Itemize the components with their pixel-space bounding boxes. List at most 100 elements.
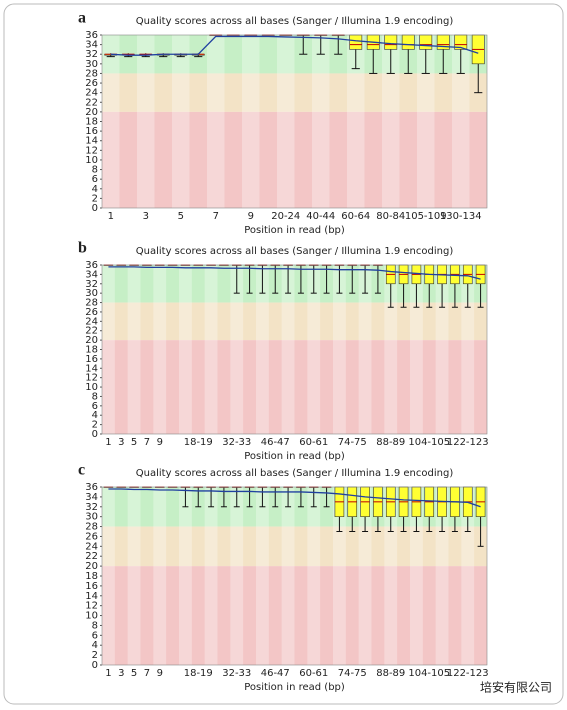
x-tick-label: 74-75 (338, 668, 367, 679)
x-tick-label: 5 (131, 668, 137, 679)
x-tick-label: 32-33 (222, 437, 251, 448)
stripe (179, 265, 192, 434)
x-tick-label: 40-44 (306, 211, 335, 222)
box (349, 34, 363, 50)
y-tick-label: 0 (92, 203, 98, 214)
stripe (153, 487, 167, 665)
quality-zone (102, 73, 487, 112)
stripe (153, 265, 167, 434)
x-tick-label: 60-61 (299, 437, 328, 448)
box (419, 34, 433, 50)
stripe (281, 265, 295, 434)
y-tick-label: 8 (92, 620, 98, 631)
box (401, 34, 415, 50)
stripe (452, 35, 470, 208)
stripe (312, 35, 330, 208)
quality-zone (102, 487, 487, 527)
panel-label: b (78, 240, 87, 257)
panel-label: c (78, 462, 85, 479)
y-tick-label: 28 (85, 68, 98, 79)
x-tick-label: 18-19 (184, 437, 213, 448)
y-tick-label: 10 (85, 382, 98, 393)
y-tick-label: 26 (85, 307, 98, 318)
x-tick-label: 74-75 (338, 437, 367, 448)
stripe (256, 265, 269, 434)
y-tick-label: 12 (85, 145, 98, 156)
y-tick-label: 20 (85, 335, 98, 346)
stripe (102, 487, 115, 665)
mean-line (108, 488, 481, 508)
stripe (102, 265, 115, 434)
x-tick-label: 46-47 (261, 437, 290, 448)
stripe (461, 487, 475, 665)
y-tick-label: 36 (85, 30, 98, 41)
x-tick-label: 1 (108, 211, 114, 222)
x-tick-label: 104-105 (408, 668, 450, 679)
x-tick-label: 32-33 (222, 668, 251, 679)
y-tick-label: 24 (85, 88, 98, 99)
x-tick-label: 20-24 (271, 211, 300, 222)
y-tick-label: 30 (85, 59, 98, 70)
quality-zone (102, 340, 487, 434)
chart-title: Quality scores across all bases (Sanger … (136, 468, 454, 479)
y-tick-label: 4 (92, 410, 98, 421)
x-tick-label: 1 (105, 437, 111, 448)
y-tick-label: 12 (85, 373, 98, 384)
panel-label: a (78, 10, 86, 27)
y-tick-label: 8 (92, 391, 98, 402)
y-tick-label: 16 (85, 126, 98, 137)
stripe (417, 35, 435, 208)
stripe (410, 487, 423, 665)
x-tick-label: 5 (131, 437, 137, 448)
y-tick-label: 10 (85, 155, 98, 166)
stripe (230, 487, 244, 665)
stripe (435, 487, 449, 665)
y-tick-label: 2 (92, 650, 98, 661)
x-tick-label: 9 (248, 211, 254, 222)
x-tick-label: 88-89 (376, 437, 405, 448)
y-tick-label: 12 (85, 601, 98, 612)
y-tick-label: 30 (85, 288, 98, 299)
y-tick-label: 18 (85, 345, 98, 356)
y-tick-label: 16 (85, 581, 98, 592)
quality-zone (102, 302, 487, 341)
stripe (256, 487, 269, 665)
plot-frame (101, 264, 488, 435)
y-tick-label: 22 (85, 97, 98, 108)
stripe (333, 265, 346, 434)
y-tick-label: 6 (92, 630, 98, 641)
y-tick-label: 32 (85, 49, 98, 60)
y-tick-label: 34 (85, 269, 98, 280)
x-tick-label: 122-123 (447, 668, 489, 679)
stripe (137, 35, 155, 208)
plot-frame (101, 34, 488, 209)
y-tick-label: 0 (92, 429, 98, 440)
x-tick-label: 1 (105, 668, 111, 679)
stripe (207, 35, 225, 208)
stripe (204, 487, 218, 665)
x-tick-label: 80-84 (376, 211, 405, 222)
x-tick-label: 130-134 (440, 211, 482, 222)
stripe (230, 265, 244, 434)
y-tick-label: 36 (85, 482, 98, 493)
stripe (347, 35, 365, 208)
stripe (277, 35, 295, 208)
y-tick-label: 14 (85, 591, 98, 602)
chart-title: Quality scores across all bases (Sanger … (136, 16, 454, 27)
x-tick-label: 5 (178, 211, 184, 222)
x-tick-label: 9 (157, 668, 163, 679)
y-tick-label: 34 (85, 492, 98, 503)
stripe (281, 487, 295, 665)
y-tick-label: 14 (85, 363, 98, 374)
y-tick-label: 28 (85, 522, 98, 533)
x-tick-label: 7 (144, 437, 150, 448)
y-tick-label: 6 (92, 401, 98, 412)
y-tick-label: 24 (85, 316, 98, 327)
x-axis-label: Position in read (bp) (244, 682, 345, 693)
y-tick-label: 22 (85, 326, 98, 337)
stripe (358, 265, 372, 434)
y-tick-label: 20 (85, 107, 98, 118)
stripe (384, 265, 398, 434)
y-tick-label: 4 (92, 640, 98, 651)
